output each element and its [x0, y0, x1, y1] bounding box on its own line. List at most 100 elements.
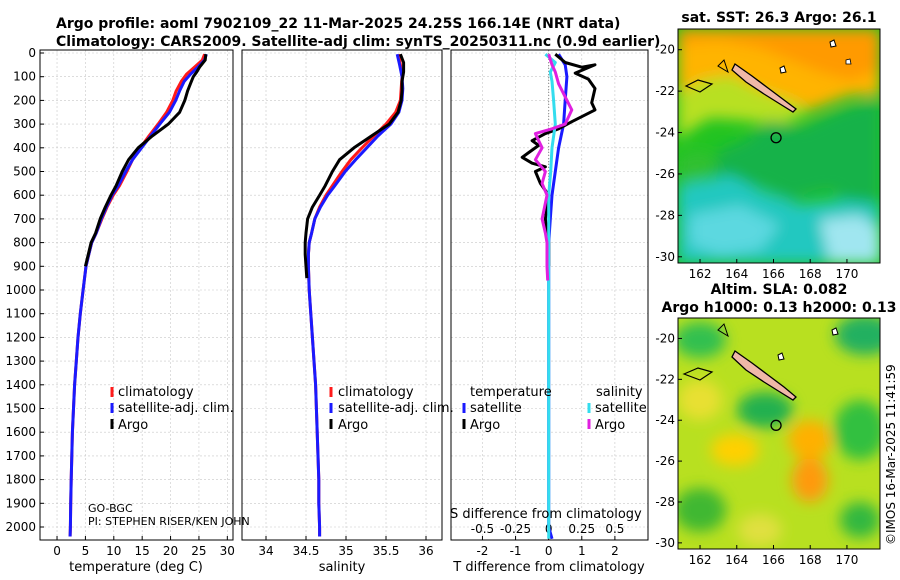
x-tick-label: 2	[611, 544, 619, 558]
latitude-tick-label: -24	[655, 126, 675, 140]
imos-timestamp: ©IMOS 16-Mar-2025 11:41:59	[884, 364, 898, 545]
x-tick-label: -1	[510, 544, 522, 558]
longitude-tick-label: 166	[762, 267, 785, 281]
depth-tick-label: 100	[13, 70, 36, 84]
series-argo	[303, 53, 406, 279]
salinity-legend: climatology satellite-adj. clim. Argo	[329, 385, 454, 433]
temperature-panel: 0100200300400500600700800900100011001200…	[5, 46, 249, 575]
x-tick-label: 20	[163, 544, 178, 558]
x-tick-label: 35	[338, 544, 353, 558]
legend-label-temp-satellite: satellite	[470, 401, 522, 416]
float-program: GO-BGC	[88, 502, 133, 515]
x-tick-label: 25	[191, 544, 206, 558]
longitude-tick-label: 170	[835, 267, 858, 281]
series-climatology	[68, 53, 206, 537]
legend-label-climatology: climatology	[338, 385, 414, 400]
t-difference-axis-label: T difference from climatology	[452, 560, 645, 575]
longitude-tick-label: 170	[835, 553, 858, 567]
x-tick-label: 30	[220, 544, 235, 558]
x-tick-label: 10	[106, 544, 121, 558]
legend-label-argo: Argo	[118, 418, 148, 433]
latitude-tick-label: -28	[655, 208, 675, 222]
longitude-tick-label: 162	[689, 267, 712, 281]
x-tick-label: 0	[545, 544, 553, 558]
latitude-tick-label: -24	[655, 413, 675, 427]
x-tick-label: 15	[135, 544, 150, 558]
longitude-tick-label: 166	[762, 553, 785, 567]
longitude-tick-label: 164	[725, 267, 748, 281]
s-tick-label: 0.25	[568, 522, 595, 536]
x-tick-label: 34	[258, 544, 273, 558]
longitude-tick-label: 168	[799, 267, 822, 281]
legend-header-salinity: salinity	[596, 385, 643, 400]
legend-label-satellite: satellite-adj. clim.	[118, 401, 234, 416]
depth-tick-label: 400	[13, 141, 36, 155]
figure-title-line-2: Climatology: CARS2009. Satellite-adj cli…	[56, 34, 660, 50]
latitude-tick-label: -26	[655, 167, 675, 181]
depth-tick-label: 300	[13, 117, 36, 131]
longitude-tick-label: 168	[799, 553, 822, 567]
latitude-tick-label: -20	[655, 43, 675, 57]
latitude-tick-label: -28	[655, 495, 675, 509]
depth-tick-label: 1800	[5, 473, 36, 487]
depth-tick-label: 1400	[5, 378, 36, 392]
depth-tick-label: 800	[13, 236, 36, 250]
figure-title-line-1: Argo profile: aoml 7902109_22 11-Mar-202…	[56, 16, 620, 32]
depth-tick-label: 200	[13, 93, 36, 107]
difference-panel: -2 -1 0 1 2-0.5 -0.25 0 0.25 0.5 T difference fr…	[450, 49, 649, 575]
depth-tick-label: 1700	[5, 449, 36, 463]
temperature-x-axis-label: temperature (deg C)	[69, 560, 203, 575]
series-satellite-adj-clim	[68, 53, 208, 537]
depth-tick-label: 900	[13, 259, 36, 273]
depth-tick-label: 1900	[5, 496, 36, 510]
sst-map-argo-marker	[770, 132, 782, 144]
latitude-tick-label: -30	[655, 536, 675, 550]
x-tick-label: 5	[82, 544, 90, 558]
sst-map-title: sat. SST: 26.3 Argo: 26.1	[681, 10, 876, 26]
series-satellite-adj-clim	[306, 53, 405, 537]
depth-tick-label: 0	[28, 46, 36, 60]
x-tick-label: 36	[418, 544, 433, 558]
legend-label-temp-argo: Argo	[470, 418, 500, 433]
sla-map-title-line-2: Argo h1000: 0.13 h2000: 0.13	[661, 300, 896, 316]
depth-tick-label: 1300	[5, 354, 36, 368]
s-difference-axis-label: S difference from climatology	[450, 507, 642, 522]
sst-map: sat. SST: 26.3 Argo: 26.1 162 164 16	[655, 10, 881, 281]
series-argo	[83, 54, 208, 267]
sla-map-title-line-1: Altim. SLA: 0.082	[711, 282, 848, 298]
difference-legend: temperature salinity satellite Argo sate…	[462, 385, 647, 433]
series-salinity-satellite	[544, 53, 557, 539]
longitude-tick-label: 162	[689, 553, 712, 567]
depth-tick-label: 1000	[5, 283, 36, 297]
depth-tick-label: 700	[13, 212, 36, 226]
legend-label-sal-satellite: satellite	[595, 401, 647, 416]
series-salinity-argo	[533, 53, 574, 281]
latitude-tick-label: -30	[655, 250, 675, 264]
depth-tick-label: 600	[13, 188, 36, 202]
legend-label-sal-argo: Argo	[595, 418, 625, 433]
sla-map-argo-marker	[770, 419, 782, 431]
latitude-tick-label: -20	[655, 331, 675, 345]
depth-tick-label: 500	[13, 165, 36, 179]
x-tick-label: 0	[53, 544, 61, 558]
float-pi: PI: STEPHEN RISER/KEN JOHN	[88, 515, 250, 528]
x-tick-label: 35.5	[373, 544, 400, 558]
longitude-tick-label: 164	[725, 553, 748, 567]
latitude-tick-label: -22	[655, 84, 675, 98]
legend-header-temperature: temperature	[470, 385, 552, 400]
latitude-tick-label: -22	[655, 372, 675, 386]
s-tick-label: -0.5	[471, 522, 494, 536]
depth-tick-label: 1500	[5, 402, 36, 416]
sla-map: Altim. SLA: 0.082 Argo h1000: 0.13 h2000…	[655, 282, 896, 567]
s-tick-label: -0.25	[500, 522, 531, 536]
x-tick-label: 34.5	[293, 544, 320, 558]
depth-tick-label: 1600	[5, 425, 36, 439]
x-tick-label: -2	[476, 544, 488, 558]
temperature-legend: climatology satellite-adj. clim. Argo	[110, 385, 234, 433]
x-tick-label: 1	[578, 544, 586, 558]
salinity-x-axis-label: salinity	[319, 560, 366, 575]
depth-tick-label: 1200	[5, 330, 36, 344]
latitude-tick-label: -26	[655, 454, 675, 468]
s-tick-label: 0.5	[605, 522, 624, 536]
